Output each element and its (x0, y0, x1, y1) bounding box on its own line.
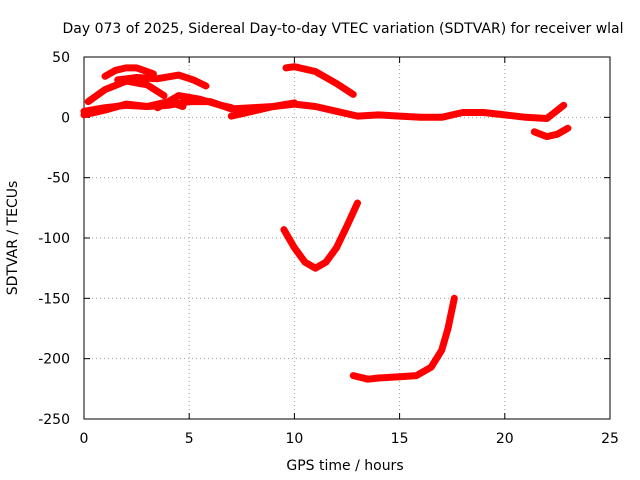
series-line-s2 (84, 77, 168, 106)
series-line-s11 (349, 294, 458, 383)
x-tick-label: 0 (80, 431, 89, 447)
series-line-s8 (282, 63, 357, 98)
y-tick-label: -50 (47, 171, 70, 187)
x-ticks: 0 5 10 15 20 25 (80, 57, 619, 447)
y-axis-label: SDTVAR / TECUs (5, 181, 21, 296)
y-tick-label: 0 (61, 110, 70, 126)
y-ticks: 50 0 -50 -100 -150 -200 -250 (38, 50, 610, 428)
y-tick-label: 50 (52, 50, 70, 66)
x-tick-label: 20 (496, 431, 514, 447)
x-tick-label: 15 (391, 431, 409, 447)
x-tick-label: 25 (601, 431, 619, 447)
x-tick-label: 5 (185, 431, 194, 447)
y-tick-label: -250 (38, 412, 70, 428)
series-group (80, 63, 572, 383)
y-tick-label: -200 (38, 352, 70, 368)
y-tick-label: -100 (38, 231, 70, 247)
series-line-s9 (530, 124, 572, 141)
series-line-s10 (280, 199, 361, 272)
series-line-s1 (101, 64, 157, 80)
series-line-s7 (80, 98, 298, 115)
chart-title: Day 073 of 2025, Sidereal Day-to-day VTE… (62, 21, 623, 37)
y-tick-label: -150 (38, 291, 70, 307)
x-axis-label: GPS time / hours (286, 458, 403, 474)
x-tick-label: 10 (285, 431, 303, 447)
series-line-s3 (114, 71, 210, 90)
